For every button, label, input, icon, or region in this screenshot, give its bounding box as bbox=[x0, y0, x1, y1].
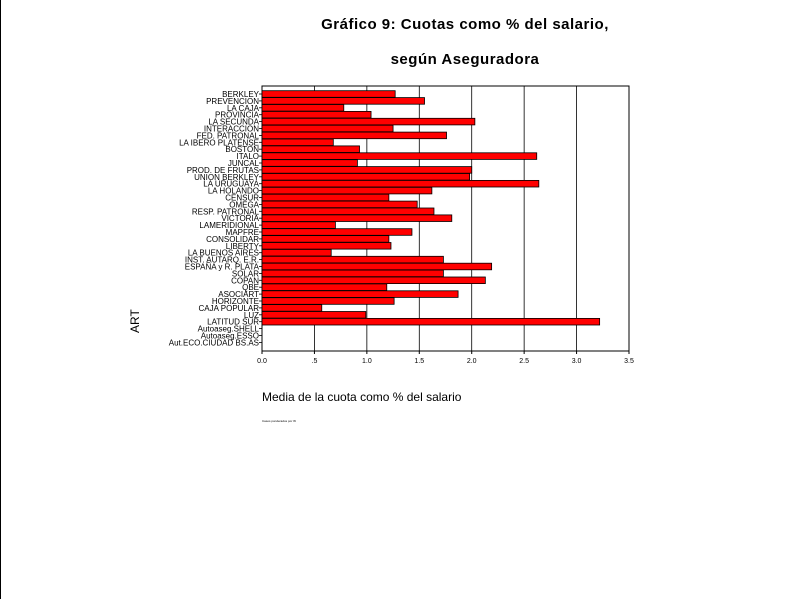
category-label: QBE bbox=[242, 283, 259, 292]
bar bbox=[261, 207, 435, 215]
bar bbox=[261, 311, 367, 319]
x-tick-label: 1.5 bbox=[414, 358, 424, 365]
bar bbox=[261, 124, 394, 133]
bar bbox=[261, 214, 453, 222]
category-label: SOLAR bbox=[232, 269, 259, 278]
bar bbox=[261, 221, 336, 229]
x-tick-label: 2.5 bbox=[519, 358, 529, 365]
bar bbox=[261, 255, 444, 264]
bar bbox=[261, 90, 396, 98]
category-label: INST. AUTARQ. E.R. bbox=[185, 256, 259, 265]
category-label: OMEGA bbox=[229, 200, 259, 209]
x-tick-label: 2.0 bbox=[467, 358, 477, 365]
x-tick-label: 3.5 bbox=[624, 358, 634, 365]
bar bbox=[261, 145, 360, 153]
bar bbox=[261, 248, 332, 257]
category-label: CENSUR bbox=[225, 194, 259, 203]
y-axis-label: ART bbox=[128, 309, 142, 333]
category-label: LA SECUNDA bbox=[208, 118, 259, 127]
category-label: LA BUENOS AIRES bbox=[188, 249, 259, 258]
category-label: INTERACCION bbox=[204, 125, 259, 134]
category-label: LA IBERO PLATENSE bbox=[179, 138, 259, 147]
bar bbox=[261, 179, 540, 188]
category-label: LATITUD SUR bbox=[207, 318, 259, 327]
category-label: Aut.ECO.CIUDAD BS.AS bbox=[169, 338, 259, 347]
category-label: HORIZONTE bbox=[212, 297, 259, 306]
category-label: LA HOLANDO bbox=[208, 187, 259, 196]
category-label: MAPFRE bbox=[226, 228, 259, 237]
x-axis-label: Media de la cuota como % del salario bbox=[262, 390, 462, 404]
bar bbox=[261, 235, 390, 243]
x-tick-label: 3.0 bbox=[572, 358, 582, 365]
bar bbox=[261, 242, 392, 250]
bar bbox=[261, 173, 471, 181]
category-label: PROD. DE FRUTAS bbox=[187, 166, 259, 175]
category-label: CONSOLIDAR bbox=[206, 235, 259, 244]
category-label: LUZ bbox=[244, 311, 259, 320]
weighting-note: Casos ponderados por W bbox=[262, 419, 297, 423]
category-label: RESP. PATRONAL bbox=[192, 207, 260, 216]
x-tick-label: 1.0 bbox=[362, 358, 372, 365]
category-label: PREVENCION bbox=[206, 97, 259, 106]
bar bbox=[261, 228, 413, 236]
chart-subtitle: según Aseguradora bbox=[390, 51, 540, 68]
bar bbox=[261, 304, 323, 312]
category-label: BERKLEY bbox=[222, 90, 260, 99]
category-label: UNION BERKLEY bbox=[194, 173, 260, 182]
bar bbox=[261, 290, 459, 298]
x-tick-label: .5 bbox=[312, 358, 318, 365]
bar bbox=[261, 117, 476, 126]
category-label: PROVINCIA bbox=[215, 111, 260, 120]
chart-title: Gráfico 9: Cuotas como % del salario, bbox=[321, 16, 609, 33]
bar bbox=[261, 186, 433, 195]
bar bbox=[261, 166, 473, 174]
bar bbox=[261, 193, 390, 202]
category-label: LIBERTY bbox=[226, 242, 260, 251]
category-label: ESPAÑA y R. PLATA bbox=[185, 263, 260, 272]
category-label: CAJA POPULAR bbox=[199, 304, 260, 313]
bar bbox=[261, 138, 334, 146]
bar bbox=[261, 317, 601, 326]
category-label: FED. PATRONAL bbox=[197, 131, 260, 140]
bar bbox=[261, 131, 447, 140]
bar bbox=[261, 200, 418, 209]
category-label: ASOCIART bbox=[218, 290, 259, 299]
bar bbox=[261, 159, 358, 167]
x-tick-label: 0.0 bbox=[257, 358, 267, 365]
category-label: ITALO bbox=[236, 152, 259, 161]
bar bbox=[261, 297, 395, 305]
bar bbox=[261, 283, 388, 291]
category-label: Autoaseg.ESSO bbox=[201, 332, 259, 341]
bar bbox=[261, 97, 425, 105]
bar bbox=[261, 269, 444, 278]
category-label: Autoaseg.SHELL bbox=[198, 325, 260, 334]
category-label: LAMERIDIONAL bbox=[199, 221, 259, 230]
bar bbox=[261, 262, 493, 271]
category-label: BOSTON bbox=[225, 145, 259, 154]
bar bbox=[261, 104, 345, 112]
bar bbox=[261, 111, 372, 119]
category-label: COPAN bbox=[231, 276, 259, 285]
bar bbox=[261, 152, 538, 160]
category-label: LA CAJA bbox=[227, 104, 260, 113]
category-label: LA URUGUAYA bbox=[203, 180, 259, 189]
bar bbox=[261, 276, 486, 284]
category-label: JUNCAL bbox=[228, 159, 260, 168]
category-label: VICTORIA bbox=[221, 214, 259, 223]
